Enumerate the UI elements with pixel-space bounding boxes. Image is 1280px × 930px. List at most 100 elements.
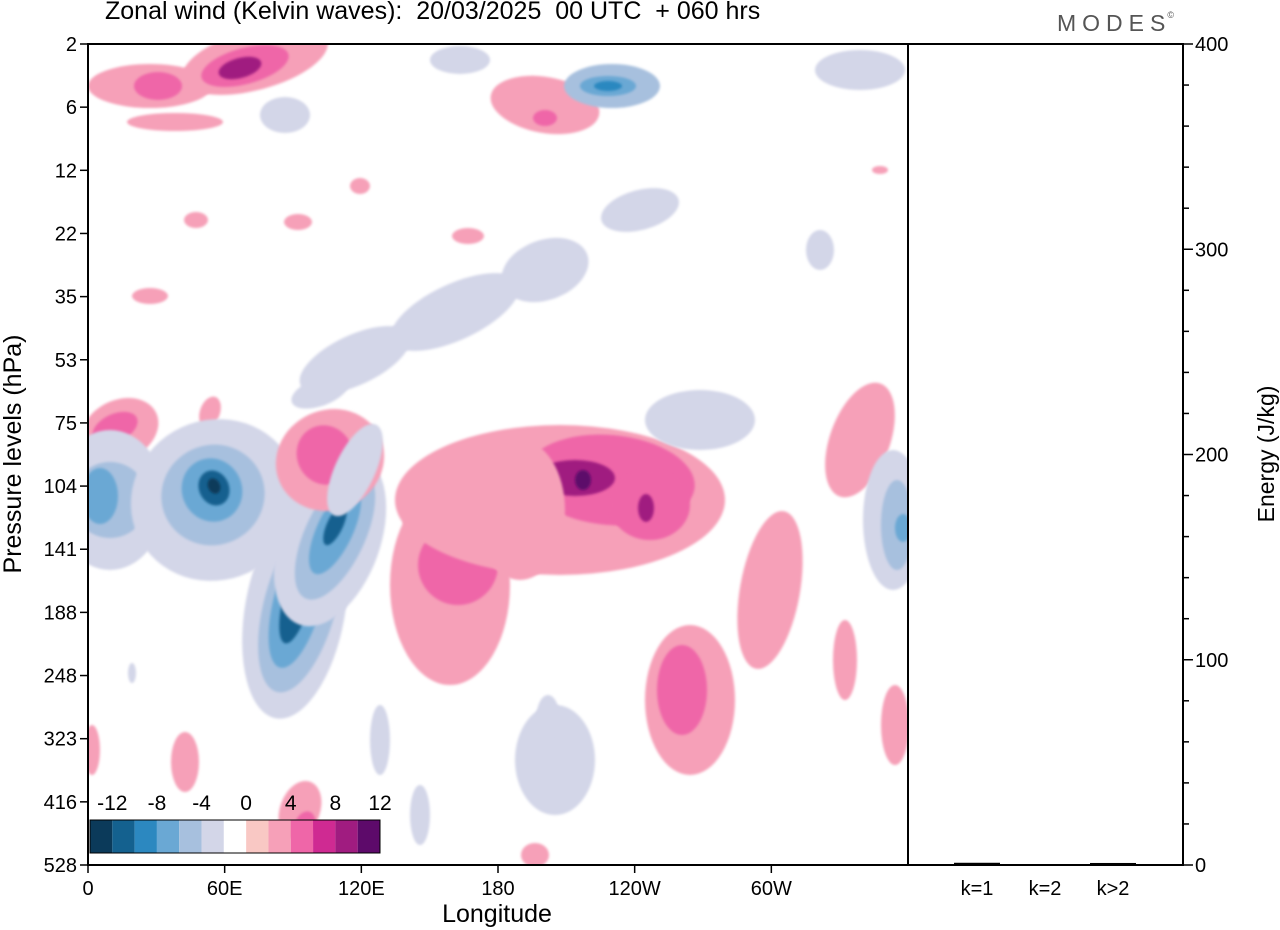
x-tick-label: 120E xyxy=(338,878,385,900)
contour-region xyxy=(207,478,221,494)
colorbar-label: 8 xyxy=(330,792,342,815)
colorbar: -12 -8 -4 0 4 8 12 xyxy=(89,792,392,854)
contour-region xyxy=(475,440,565,580)
energy-category-label: k=1 xyxy=(961,878,994,900)
contour-region xyxy=(815,50,905,90)
y-tick-label: 75 xyxy=(55,413,77,435)
y-axis-label: Pressure levels (hPa) xyxy=(0,335,27,574)
x-tick-label: 60W xyxy=(751,878,792,900)
colorbar-label: -4 xyxy=(192,792,211,815)
contour-region xyxy=(327,423,383,517)
y-tick-label: 188 xyxy=(44,602,77,624)
contour-region xyxy=(638,494,654,522)
contour-region xyxy=(536,695,560,745)
energy-tick-label: 300 xyxy=(1195,239,1228,261)
colorbar-swatch xyxy=(223,820,247,853)
contour-region xyxy=(501,237,589,303)
contour-region xyxy=(430,46,490,74)
contour-region xyxy=(881,685,908,765)
logo-text: MODES xyxy=(1057,10,1172,36)
contour-region xyxy=(128,663,136,683)
contour-region xyxy=(370,705,390,775)
chart-title: Zonal wind (Kelvin waves): 20/03/2025 00… xyxy=(105,0,761,25)
x-tick-label: 120W xyxy=(609,878,661,900)
energy-axis: 0 100 200 300 400 xyxy=(1183,34,1228,877)
energy-bars xyxy=(954,862,1136,865)
x-tick-label: 180 xyxy=(481,878,514,900)
energy-category-label: k=2 xyxy=(1029,878,1062,900)
wind-contours xyxy=(88,44,908,865)
y-tick-label: 12 xyxy=(55,160,77,182)
y-tick-label: 6 xyxy=(66,97,77,119)
y-tick-label: 323 xyxy=(44,729,77,751)
colorbar-frame xyxy=(89,819,381,854)
contour-region xyxy=(594,81,622,91)
contour-region xyxy=(575,470,591,490)
y-tick-label: 141 xyxy=(44,539,77,561)
contour-region xyxy=(260,97,310,133)
contour-region xyxy=(132,288,168,304)
colorbar-swatch xyxy=(313,820,336,853)
contour-region xyxy=(833,620,857,700)
hovmoller-plot xyxy=(87,43,909,866)
energy-tick-label: 200 xyxy=(1195,445,1228,467)
energy-frame xyxy=(907,43,1184,866)
contour-region xyxy=(410,785,430,845)
colorbar-swatch xyxy=(179,820,202,853)
colorbar-swatch xyxy=(246,820,269,853)
contour-region xyxy=(350,178,370,194)
colorbar-swatch xyxy=(268,820,291,853)
colorbar-label: 12 xyxy=(368,792,391,815)
pressure-axis: 2 6 12 22 35 53 75 104 141 188 248 323 416 528 xyxy=(44,34,88,877)
contour-region xyxy=(533,110,557,126)
colorbar-swatch xyxy=(156,820,180,853)
contour-region xyxy=(218,56,262,80)
contour-region xyxy=(737,511,803,669)
colorbar-swatch xyxy=(290,820,314,853)
contour-region xyxy=(390,273,520,351)
energy-axis-label: Energy (J/kg) xyxy=(1253,386,1279,523)
contour-region xyxy=(881,480,908,570)
contour-region xyxy=(452,228,484,244)
energy-bar xyxy=(1090,862,1136,865)
energy-category-label: k>2 xyxy=(1097,878,1130,900)
contour-region xyxy=(806,230,834,270)
x-axis-label: Longitude xyxy=(442,900,552,928)
contour-region xyxy=(184,212,208,228)
logo-mark: © xyxy=(1167,10,1174,20)
contour-region xyxy=(134,72,182,100)
contour-region xyxy=(171,732,199,792)
contour-region xyxy=(284,214,312,230)
energy-bar xyxy=(954,862,1000,865)
energy-tick-label: 0 xyxy=(1195,855,1206,877)
y-tick-label: 416 xyxy=(44,792,77,814)
y-tick-label: 528 xyxy=(44,855,77,877)
contour-region xyxy=(88,725,100,775)
energy-panel: 0 100 200 300 400 k=1 k=2 k>2 xyxy=(907,34,1228,900)
contour-region xyxy=(895,514,908,542)
modes-logo: MODES© xyxy=(1057,10,1174,37)
contour-region xyxy=(657,645,707,735)
contour-region xyxy=(645,390,755,450)
y-tick-label: 35 xyxy=(55,287,77,309)
y-tick-label: 22 xyxy=(55,223,77,245)
colorbar-label: -8 xyxy=(148,792,167,815)
contour-region xyxy=(291,375,349,409)
colorbar-label: 0 xyxy=(240,792,252,815)
contour-region xyxy=(515,705,595,815)
contour-region xyxy=(127,113,223,131)
y-tick-label: 104 xyxy=(44,476,77,498)
contour-region xyxy=(872,166,888,174)
colorbar-swatch xyxy=(201,820,224,853)
x-tick-label: 0 xyxy=(82,878,93,900)
contour-region xyxy=(601,188,679,232)
energy-tick-label: 400 xyxy=(1195,34,1228,56)
colorbar-label: -12 xyxy=(97,792,127,815)
colorbar-swatch xyxy=(357,820,380,853)
contour-region xyxy=(521,843,549,865)
energy-tick-label: 100 xyxy=(1195,650,1228,672)
y-tick-label: 248 xyxy=(44,666,77,688)
longitude-axis: 0 60E 120E 180 120W 60W xyxy=(82,865,792,900)
energy-categories: k=1 k=2 k>2 xyxy=(961,878,1130,900)
